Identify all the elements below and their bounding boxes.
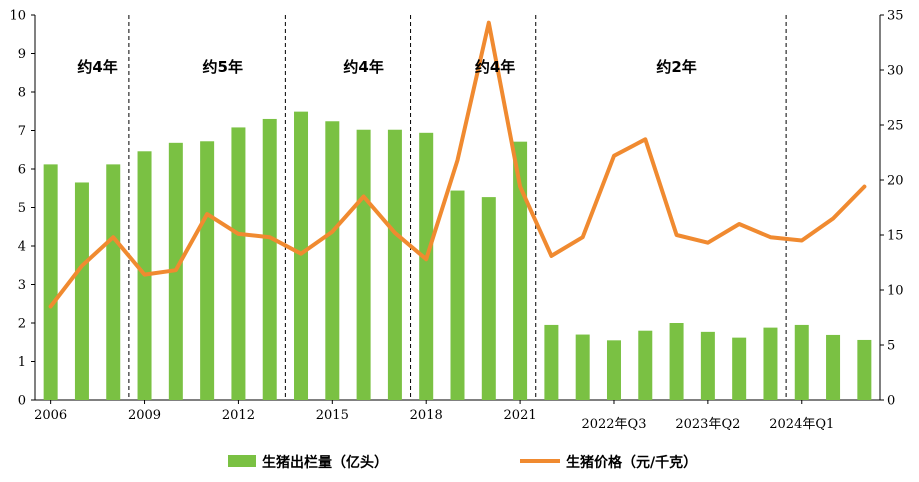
bar (387, 129, 402, 401)
cycle-label: 约4年 (475, 58, 515, 76)
right-tick-label: 25 (887, 119, 904, 134)
bar (74, 182, 89, 400)
bar (356, 129, 371, 401)
right-tick-label: 35 (887, 9, 904, 24)
cycle-label: 约4年 (77, 58, 117, 76)
left-tick-label: 3 (18, 278, 26, 293)
right-tick-label: 5 (887, 339, 895, 354)
x-tick-label: 2022年Q3 (581, 417, 646, 432)
x-tick-label: 2023年Q2 (675, 417, 740, 432)
bar (231, 127, 246, 401)
left-tick-label: 7 (18, 124, 26, 139)
bar (606, 340, 621, 400)
bar (794, 324, 809, 400)
bar (43, 164, 58, 400)
bar (513, 141, 528, 401)
x-tick-label: 2015 (316, 408, 349, 423)
left-tick-label: 9 (18, 47, 26, 62)
bar (544, 324, 559, 400)
cycle-label: 约2年 (656, 58, 696, 76)
x-tick-label: 2021 (504, 408, 537, 423)
right-tick-label: 15 (887, 229, 904, 244)
bar (106, 164, 121, 400)
bar (575, 334, 590, 400)
left-tick-label: 8 (18, 86, 26, 101)
bar (857, 339, 872, 400)
right-tick-label: 10 (887, 284, 904, 299)
x-tick-label: 2012 (222, 408, 255, 423)
legend-bar-label: 生猪出栏量（亿头） (262, 454, 388, 471)
left-tick-label: 6 (18, 163, 26, 178)
left-tick-label: 5 (18, 201, 26, 216)
x-tick-label: 2006 (34, 408, 67, 423)
bar (450, 190, 465, 400)
price-line (48, 20, 867, 309)
left-tick-label: 4 (18, 240, 26, 255)
bar (419, 132, 434, 400)
x-tick-label: 2024年Q1 (769, 417, 834, 432)
right-tick-label: 0 (887, 394, 895, 409)
bar (638, 330, 653, 400)
bar (700, 331, 715, 400)
left-tick-label: 0 (18, 394, 26, 409)
cycle-label: 约4年 (343, 58, 383, 76)
right-tick-label: 20 (887, 174, 904, 189)
bar (763, 327, 778, 400)
right-tick-label: 30 (887, 64, 904, 79)
left-tick-label: 2 (18, 317, 26, 332)
x-tick-label: 2009 (128, 408, 161, 423)
left-tick-label: 10 (9, 9, 26, 24)
bar (669, 323, 684, 400)
bar (294, 111, 309, 400)
bar (262, 118, 277, 400)
legend-line-label: 生猪价格（元/千克） (566, 454, 697, 471)
cycle-label: 约5年 (203, 58, 243, 76)
bar (826, 334, 841, 400)
bar (325, 121, 340, 400)
left-tick-label: 1 (18, 355, 26, 370)
legend-bar-swatch (228, 455, 256, 467)
bar (732, 337, 747, 400)
bar (200, 141, 215, 400)
x-tick-label: 2018 (410, 408, 443, 423)
bar (481, 197, 496, 400)
